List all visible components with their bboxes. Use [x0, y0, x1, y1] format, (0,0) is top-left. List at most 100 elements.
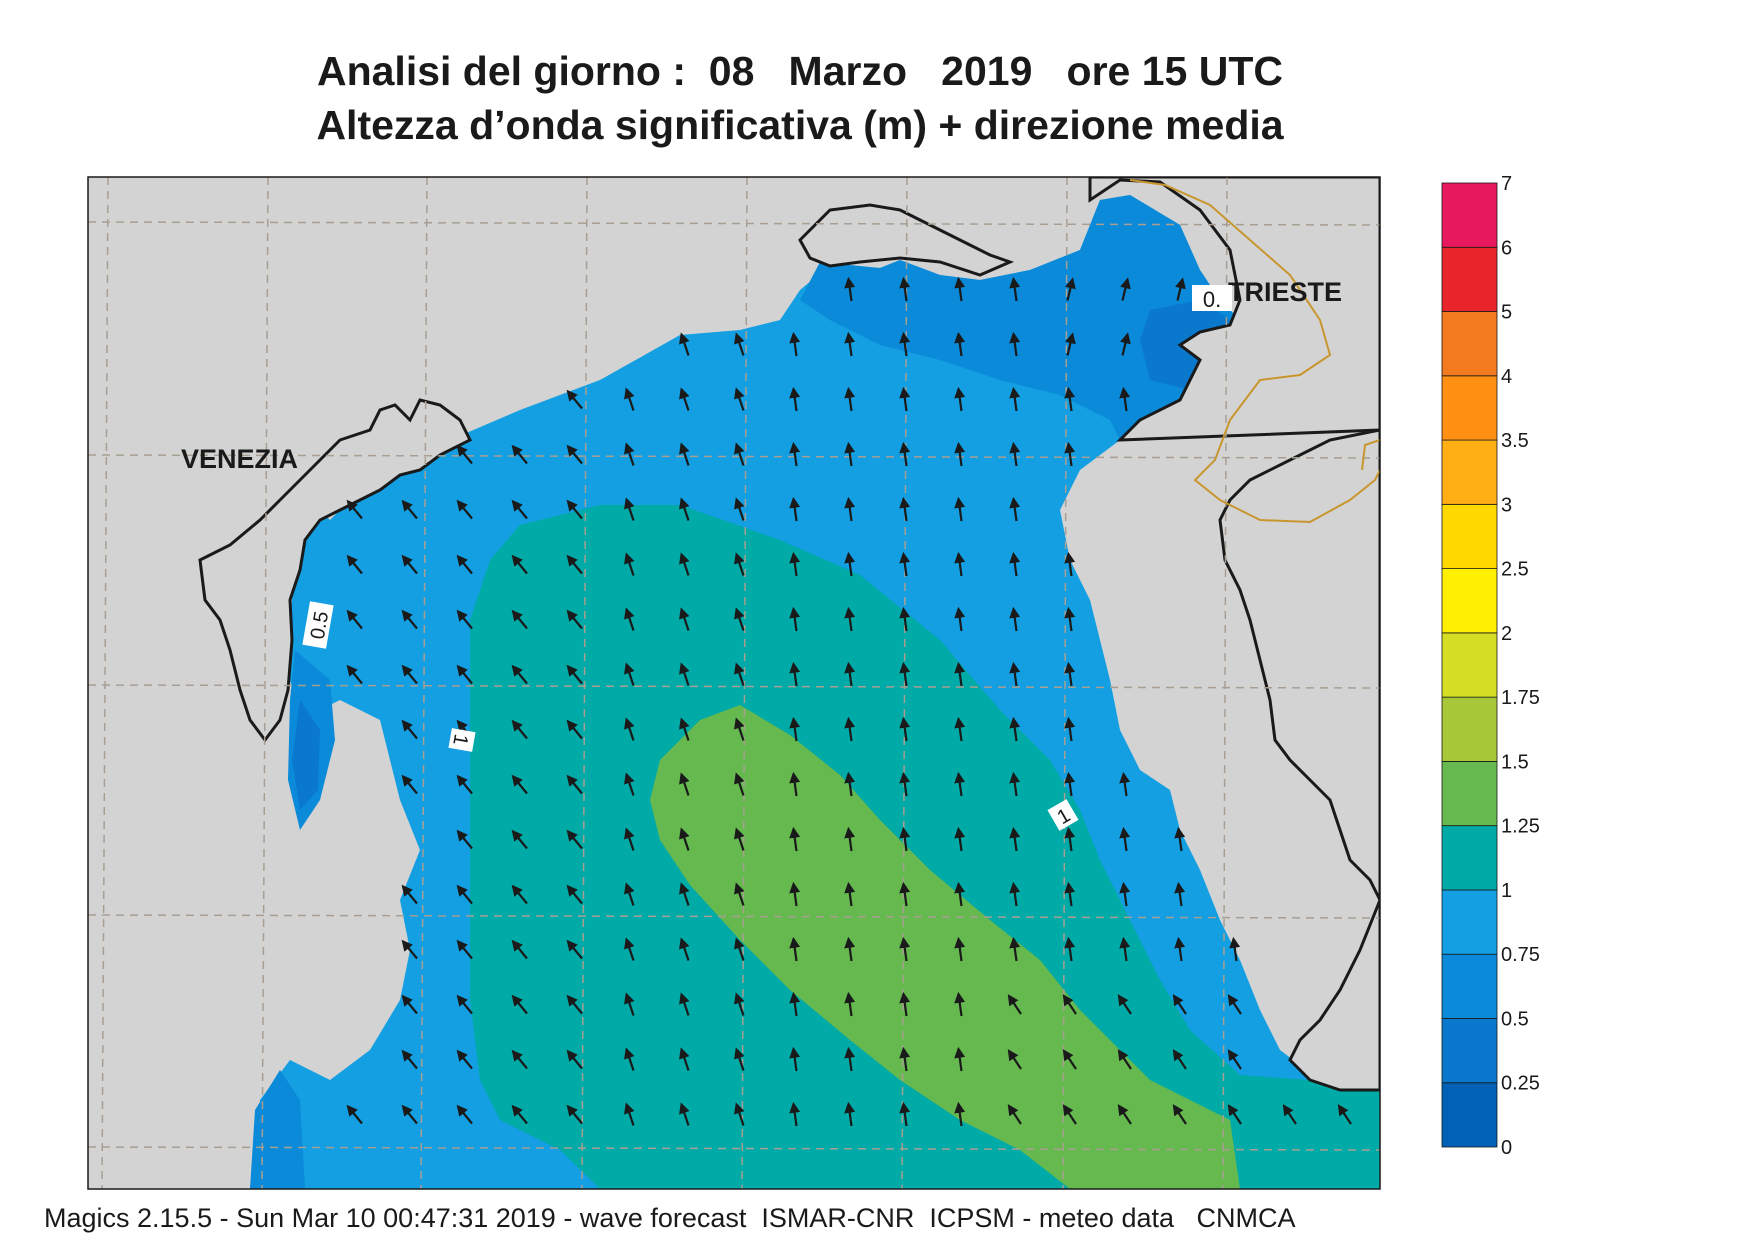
wave-arrow: [899, 496, 911, 522]
wave-arrow: [1120, 332, 1131, 356]
wave-arrow: [566, 884, 583, 905]
wave-arrow: [954, 606, 966, 632]
legend-swatch: [1441, 761, 1498, 827]
legend-swatch: [1441, 568, 1498, 634]
wave-arrow: [844, 716, 856, 742]
wave-arrow: [1174, 936, 1186, 962]
wave-arrow: [1009, 936, 1021, 962]
wave-arrow: [899, 551, 911, 577]
wave-arrow: [899, 716, 911, 742]
legend-swatch: [1441, 375, 1498, 441]
wave-arrow: [789, 881, 801, 907]
wave-arrow: [566, 444, 583, 465]
svg-text:0.: 0.: [1203, 287, 1221, 312]
wave-arrow: [1062, 1049, 1077, 1070]
wave-arrow: [954, 1101, 966, 1127]
wave-arrow: [679, 1047, 690, 1071]
wave-arrow: [899, 606, 911, 632]
legend-tick-label: 1.25: [1501, 816, 1540, 838]
wave-arrow: [734, 662, 745, 686]
wave-arrow: [789, 1101, 801, 1127]
wave-arrow: [679, 992, 690, 1016]
wave-arrow: [1119, 386, 1131, 412]
legend-tick-label: 0.75: [1501, 944, 1540, 966]
wave-arrow: [1119, 826, 1131, 852]
sea-zone-mid: [470, 505, 1380, 1189]
wave-arrow: [789, 331, 801, 357]
sea-zone-west-inner: [292, 700, 320, 810]
wave-arrow: [954, 441, 966, 467]
wave-arrow: [844, 386, 856, 412]
legend-swatch: [1441, 182, 1498, 248]
wave-arrow: [624, 772, 635, 796]
border-line: [1129, 179, 1380, 524]
wave-arrow: [954, 991, 966, 1017]
wave-arrow: [1227, 1049, 1242, 1070]
wave-arrow: [1009, 331, 1021, 357]
svg-text:1: 1: [448, 732, 472, 747]
wave-arrow: [624, 552, 635, 576]
wave-arrow: [954, 826, 966, 852]
wave-arrow: [511, 609, 528, 630]
wave-arrow: [679, 387, 690, 411]
legend-tick-label: 5: [1501, 302, 1512, 324]
contour-label-05-trieste: 0.: [1192, 285, 1232, 312]
wave-arrow: [789, 606, 801, 632]
legend-swatch: [1441, 632, 1498, 698]
wave-arrow: [789, 936, 801, 962]
wave-arrow: [624, 662, 635, 686]
legend-swatch: [1441, 825, 1498, 891]
wave-arrow: [566, 1049, 583, 1070]
legend-swatch: [1441, 953, 1498, 1019]
wave-arrow: [1064, 936, 1076, 962]
legend-tick-label: 6: [1501, 237, 1512, 259]
wave-arrow: [1175, 277, 1186, 301]
wave-arrow: [1117, 994, 1132, 1015]
wave-arrow: [401, 554, 418, 575]
wave-arrow: [679, 937, 690, 961]
wave-arrow: [734, 332, 745, 356]
wave-arrow: [1064, 716, 1076, 742]
wave-arrow: [511, 829, 528, 850]
footer-credits: Magics 2.15.5 - Sun Mar 10 00:47:31 2019…: [44, 1203, 1296, 1233]
wave-arrow: [346, 499, 363, 520]
wave-arrow: [734, 937, 745, 961]
wave-arrow: [679, 552, 690, 576]
wave-arrow: [456, 554, 473, 575]
wave-arrow: [566, 829, 583, 850]
wave-arrow: [1009, 276, 1021, 302]
wave-arrow: [844, 551, 856, 577]
wave-arrow: [401, 1049, 418, 1070]
wave-arrow: [899, 826, 911, 852]
wave-arrow: [899, 1101, 911, 1127]
wave-arrow: [566, 609, 583, 630]
wave-arrow: [456, 829, 473, 850]
wave-arrow: [1009, 441, 1021, 467]
wave-arrow: [511, 444, 528, 465]
wave-arrow: [1172, 1049, 1187, 1070]
contour-label-1-east: 1: [1047, 799, 1079, 831]
wave-arrow: [624, 992, 635, 1016]
legend-tick-label: 4: [1501, 366, 1512, 388]
wave-arrow: [1064, 606, 1076, 632]
wave-arrow: [844, 1046, 856, 1072]
wave-arrow: [899, 441, 911, 467]
wave-arrow: [844, 1101, 856, 1127]
wave-arrow: [844, 991, 856, 1017]
wave-arrow: [734, 1102, 745, 1126]
wave-arrow: [899, 771, 911, 797]
wave-arrow: [1065, 277, 1076, 301]
wave-arrow: [1117, 1104, 1132, 1125]
wave-arrow: [624, 442, 635, 466]
wave-arrow: [511, 774, 528, 795]
wave-arrow: [1062, 1104, 1077, 1125]
wave-arrow: [679, 882, 690, 906]
wave-arrow: [1009, 771, 1021, 797]
wave-arrow: [566, 1104, 583, 1125]
legend-tick-label: 2.5: [1501, 559, 1529, 581]
wave-arrow: [1064, 661, 1076, 687]
wave-arrow: [789, 991, 801, 1017]
wave-arrow: [456, 774, 473, 795]
legend-tick-label: 0.5: [1501, 1008, 1529, 1030]
wave-arrow: [899, 331, 911, 357]
